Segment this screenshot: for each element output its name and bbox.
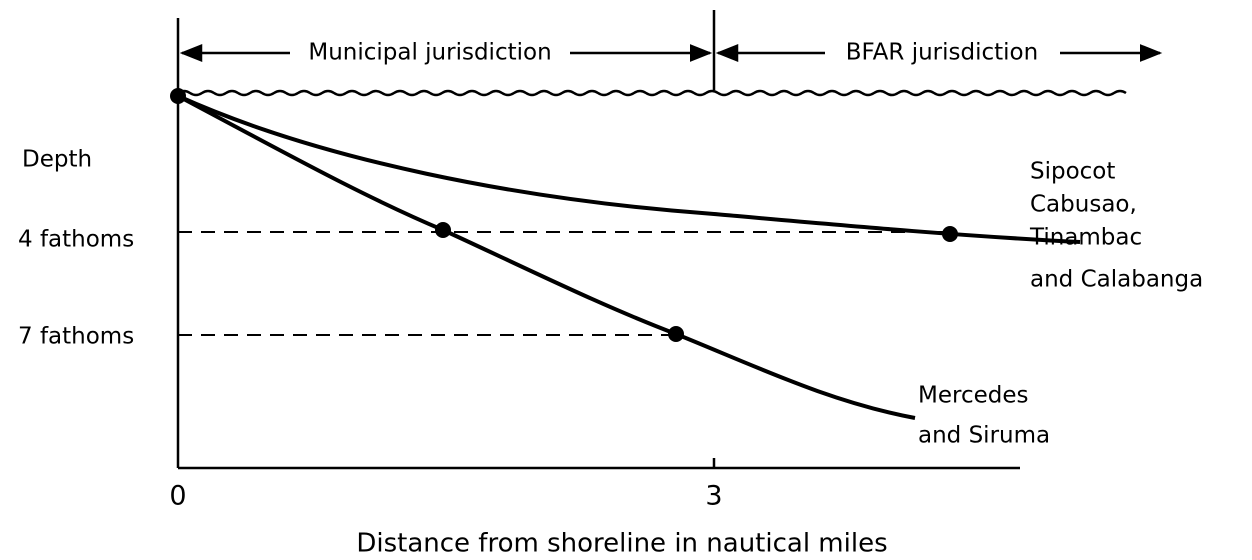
curve-label: Sipocot — [1030, 159, 1115, 185]
x-label: 0 — [169, 481, 186, 512]
profile-curve — [177, 94, 916, 420]
point — [170, 88, 186, 104]
x-title: Distance from shoreline in nautical mile… — [356, 529, 887, 559]
curve-label: and Siruma — [918, 423, 1050, 449]
zone-label: BFAR jurisdiction — [846, 40, 1038, 66]
zone-label: Municipal jurisdiction — [308, 40, 551, 66]
x-label: 3 — [705, 481, 722, 512]
curve-label: Cabusao, — [1030, 192, 1137, 218]
y-title: Depth — [22, 147, 92, 173]
y-label: 4 fathoms — [18, 227, 134, 253]
curve-label: and Calabanga — [1030, 267, 1203, 293]
sea-surface — [177, 89, 1127, 97]
y-label: 7 fathoms — [18, 324, 134, 350]
curve-label: Mercedes — [918, 383, 1028, 409]
point — [435, 222, 451, 238]
curve-label: Tinambac — [1029, 225, 1142, 251]
point — [668, 326, 684, 342]
point — [942, 226, 958, 242]
